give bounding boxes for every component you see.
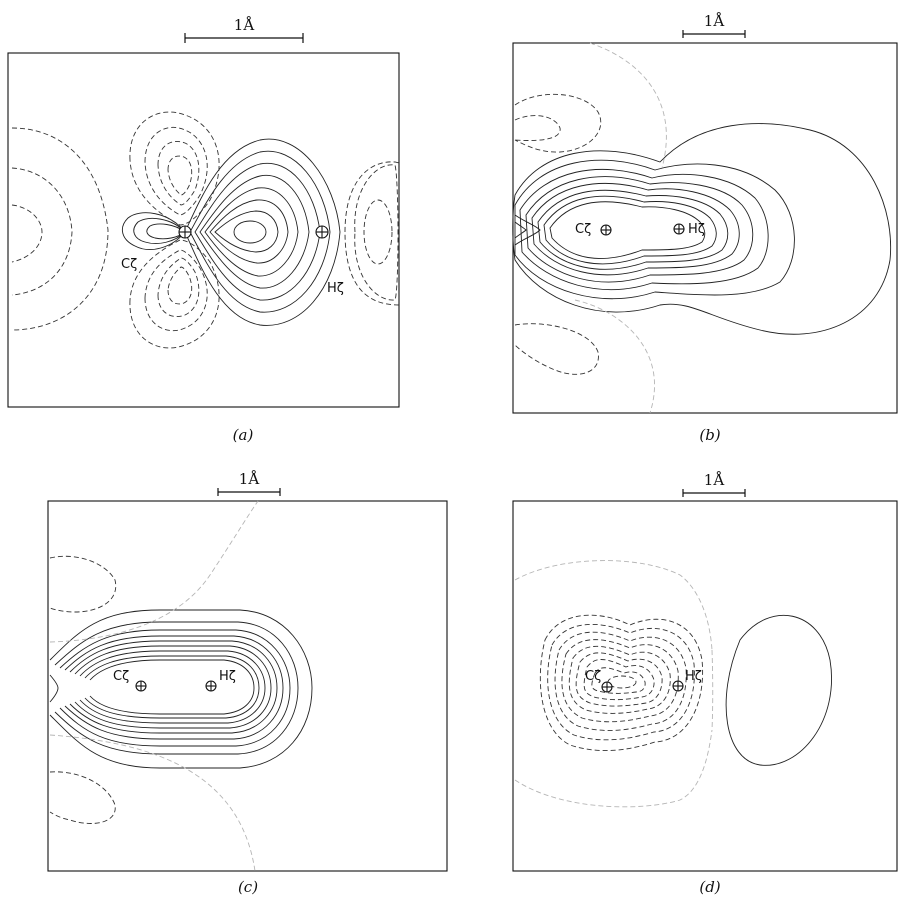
panel-a: 1Å — [7, 16, 400, 444]
atom-h-d — [672, 680, 684, 692]
atom-label-h-b: Hζ — [688, 222, 705, 237]
atom-c-b — [600, 224, 612, 236]
contours-d — [514, 560, 832, 808]
plot-frame-a — [7, 52, 400, 408]
scale-bar-b: 1Å — [682, 12, 746, 38]
panel-d: 1Å — [512, 471, 898, 896]
scale-bar-c: 1Å — [217, 470, 281, 496]
plot-frame-b — [512, 42, 898, 414]
atom-h-a — [315, 225, 329, 239]
plot-frame-c — [47, 500, 448, 872]
atom-label-c-b: Cζ — [575, 222, 591, 237]
contours-a — [11, 111, 400, 349]
plot-frame-d — [512, 500, 898, 872]
scale-bar-d: 1Å — [682, 471, 746, 497]
atom-label-h-a: Hζ — [327, 281, 344, 296]
atom-label-c-c: Cζ — [113, 669, 129, 684]
scale-bar-label-a: 1Å — [234, 16, 255, 34]
atom-label-c-d: Cζ — [585, 669, 601, 684]
atom-label-h-c: Hζ — [219, 669, 236, 684]
scale-bar-label-b: 1Å — [704, 12, 725, 30]
panel-b: 1Å — [512, 12, 898, 444]
scale-bar-label-d: 1Å — [704, 471, 725, 489]
panel-label-d: (d) — [699, 878, 720, 896]
panel-c: 1Å — [47, 470, 448, 896]
atom-h-c — [205, 680, 217, 692]
panel-label-a: (a) — [233, 426, 254, 444]
scale-bar-label-c: 1Å — [239, 470, 260, 488]
atom-c-c — [135, 680, 147, 692]
panel-label-b: (b) — [699, 426, 720, 444]
contours-b — [512, 42, 892, 414]
atom-label-c-a: Cζ — [121, 257, 137, 272]
atom-label-h-d: Hζ — [685, 669, 702, 684]
atom-c-a — [178, 225, 192, 239]
panel-label-c: (c) — [238, 878, 258, 896]
atom-c-d — [601, 681, 613, 693]
contours-c — [49, 500, 313, 872]
atom-h-b — [673, 223, 685, 235]
scale-bar-a: 1Å — [184, 16, 304, 43]
